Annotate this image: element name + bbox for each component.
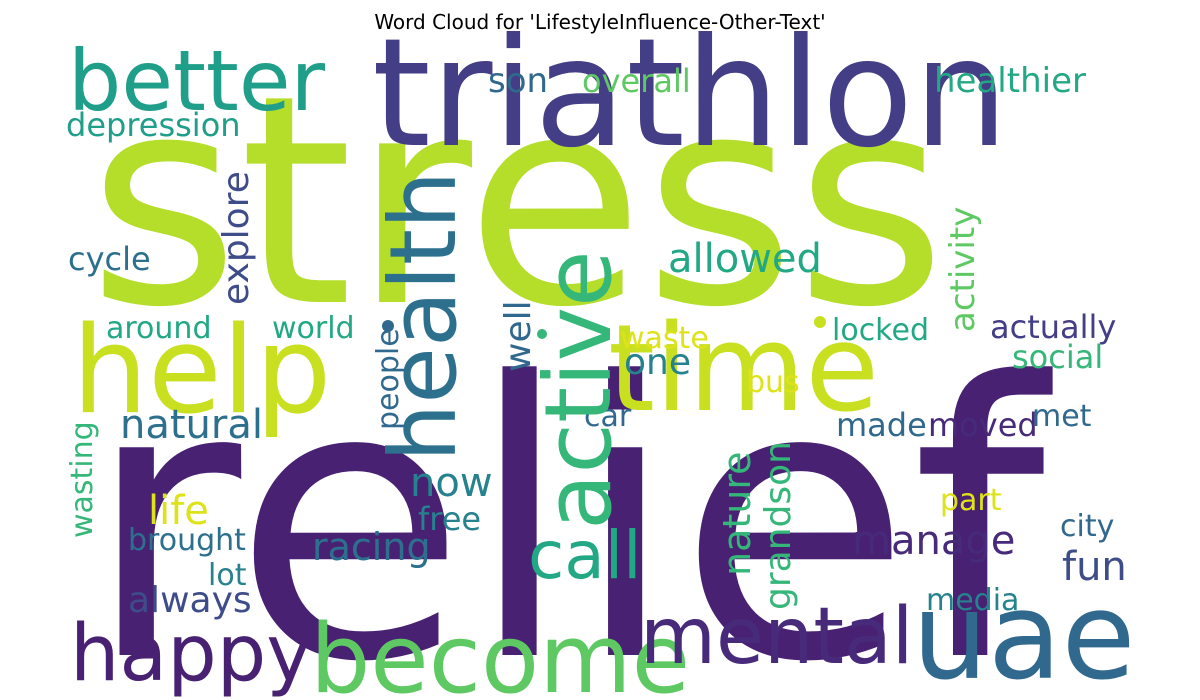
word-uae: uae bbox=[912, 568, 1135, 700]
word-cycle: cycle bbox=[68, 240, 151, 278]
word-around: around bbox=[106, 311, 211, 346]
word-people: people bbox=[371, 328, 406, 430]
word-explore: explore bbox=[216, 171, 257, 305]
word-happy: happy bbox=[70, 609, 312, 699]
word-son: son bbox=[488, 61, 548, 101]
chart-title: Word Cloud for 'LifestyleInfluence-Other… bbox=[374, 10, 826, 34]
word-activity: activity bbox=[943, 207, 983, 332]
word-moved: moved bbox=[928, 406, 1038, 444]
word-stress: stress bbox=[88, 34, 946, 371]
word-mental: mental bbox=[640, 592, 913, 682]
word-manage: manage bbox=[852, 518, 1015, 564]
word-become: become bbox=[310, 605, 690, 700]
word-healthier: healthier bbox=[934, 61, 1086, 101]
word-social: social bbox=[1012, 338, 1103, 376]
word-now: now bbox=[410, 460, 493, 506]
word-nature: nature bbox=[715, 451, 759, 576]
word-depression: depression bbox=[66, 106, 241, 144]
word-health: health bbox=[370, 171, 477, 462]
word-grandson: grandson bbox=[758, 441, 799, 610]
word-well: well bbox=[498, 300, 539, 372]
word-brought: brought bbox=[128, 523, 246, 558]
word-city: city bbox=[1060, 509, 1114, 544]
word-racing: racing bbox=[312, 525, 431, 569]
word-world: world bbox=[272, 311, 355, 346]
word-life: life bbox=[148, 488, 209, 534]
dot-mark bbox=[382, 320, 394, 332]
word-time: time bbox=[608, 300, 879, 439]
word-triathlon: triathlon bbox=[372, 7, 1008, 181]
word-allowed: allowed bbox=[668, 236, 822, 282]
word-media: media bbox=[926, 583, 1019, 618]
word-one: one bbox=[624, 342, 691, 383]
word-car: car bbox=[584, 399, 632, 434]
word-actually: actually bbox=[990, 308, 1116, 346]
word-waste: waste bbox=[620, 321, 709, 356]
word-wasting: wasting bbox=[65, 421, 100, 538]
word-better: better bbox=[68, 32, 326, 130]
word-met: met bbox=[1032, 399, 1092, 434]
word-relief: relief bbox=[85, 302, 1054, 700]
word-made: made bbox=[836, 406, 927, 444]
word-overall: overall bbox=[582, 62, 691, 100]
word-fun: fun bbox=[1062, 544, 1127, 590]
word-free: free bbox=[418, 500, 481, 538]
word-active: active bbox=[525, 250, 632, 530]
dot-mark bbox=[537, 329, 547, 339]
word-call: call bbox=[528, 517, 641, 594]
word-bus: bus bbox=[746, 365, 800, 400]
word-locked: locked bbox=[832, 313, 929, 348]
word-lot: lot bbox=[208, 558, 247, 593]
dot-mark bbox=[814, 316, 826, 328]
word-help: help bbox=[72, 302, 331, 441]
word-part: part bbox=[940, 483, 1002, 518]
word-natural: natural bbox=[120, 402, 263, 448]
word-always: always bbox=[128, 580, 252, 621]
